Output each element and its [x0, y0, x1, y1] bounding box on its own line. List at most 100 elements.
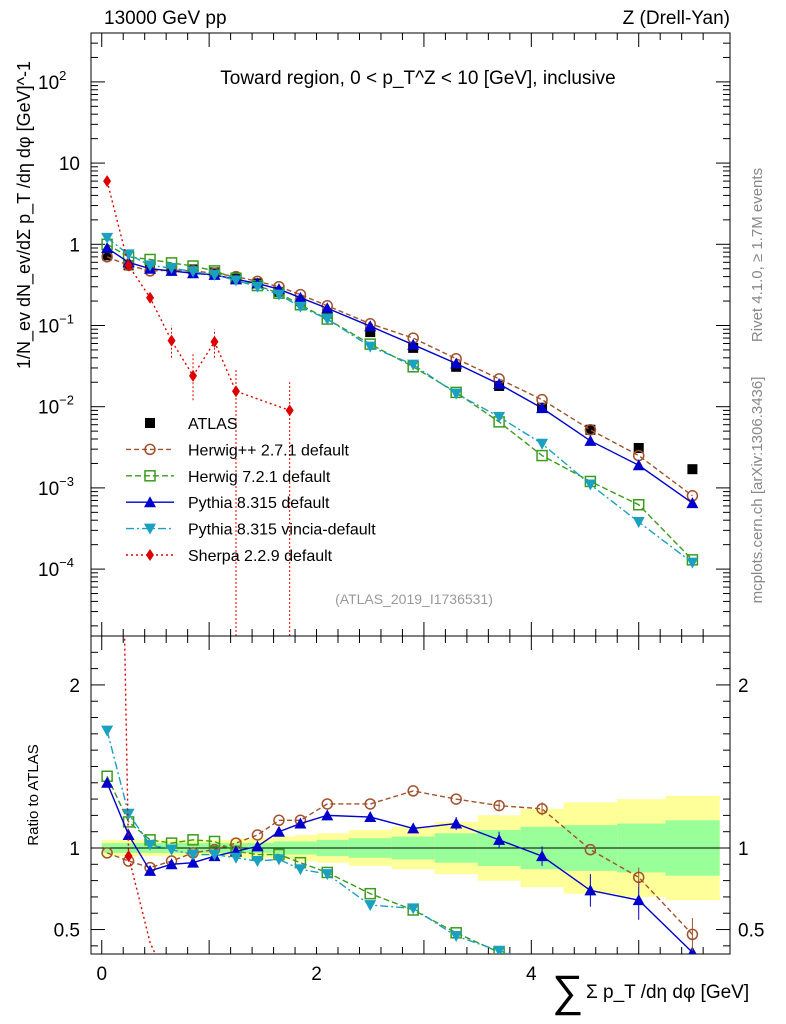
ratio-point-vincia	[450, 931, 463, 943]
main-ytick-label: 1	[69, 235, 80, 256]
ratio-point-vincia	[101, 725, 114, 737]
point-pythia	[321, 302, 334, 314]
point-herwig7	[536, 449, 548, 462]
ratio-point-vincia	[187, 849, 200, 861]
point-vincia	[208, 269, 221, 281]
point-vincia	[101, 232, 114, 244]
point-sherpa	[189, 369, 198, 382]
mcplots-label: mcplots.cern.ch [arXiv:1306.3436]	[749, 377, 766, 604]
ratio-point-herwigpp	[273, 814, 285, 827]
main-ytick-label: 10	[59, 154, 80, 175]
point-sherpa	[124, 259, 133, 272]
rivet-label: Rivet 4.1.0, ≥ 1.7M events	[749, 168, 766, 342]
point-vincia	[584, 479, 597, 491]
legend-label-herwigpp: Herwig++ 2.7.1 default	[188, 442, 350, 459]
point-vincia	[272, 289, 285, 301]
main-ytick-label: 10−4	[38, 555, 74, 581]
ratio-point-herwigpp	[407, 785, 419, 797]
series-sherpa	[103, 175, 294, 636]
series-atlas	[102, 250, 698, 475]
legend-label-sherpa: Sherpa 2.2.9 default	[188, 548, 333, 565]
watermark: (ATLAS_2019_I1736531)	[335, 591, 493, 607]
point-sherpa	[146, 291, 155, 304]
ratio-point-herwigpp	[364, 798, 376, 810]
ratio-point-sherpa	[124, 850, 133, 863]
ratio-line-herwig7	[106, 775, 506, 954]
ratio-point-herwig7	[208, 835, 221, 848]
x-axis-label: Σ p_T /dη dφ [GeV]	[586, 982, 749, 1003]
main-plot-title: Toward region, 0 < p_T^Z < 10 [GeV], inc…	[220, 68, 615, 89]
point-pythia	[686, 497, 699, 509]
main-ylabel: 1/N_ev dN_ev/dΣ p_T /dη dφ [GeV]^-1	[14, 61, 35, 369]
point-vincia	[122, 249, 135, 261]
ratio-point-herwigpp	[321, 798, 334, 810]
legend-label-herwig7: Herwig 7.2.1 default	[188, 469, 331, 486]
ratio-ytick-label-left: 0.5	[54, 921, 80, 942]
ratio-ticks: 0.5 0.5 1 1 2 2 0 2 4	[54, 636, 764, 985]
ratio-plot-frame	[90, 635, 731, 955]
point-pythia	[493, 378, 506, 390]
ratio-point-pythia	[364, 811, 377, 823]
legend-entry-pythia: Pythia 8.315 default	[126, 495, 330, 512]
ratio-point-herwigpp	[101, 847, 113, 859]
main-series	[101, 175, 699, 636]
header-right: Z (Drell-Yan)	[623, 8, 730, 29]
main-ytick-label: 10−1	[38, 311, 74, 337]
legend-marker-pythia	[144, 496, 156, 508]
ratio-point-vincia	[493, 945, 506, 954]
ratio-series-vincia	[101, 725, 515, 954]
series-vincia	[101, 232, 699, 569]
point-vincia	[144, 260, 157, 272]
ratio-point-pythia	[165, 858, 178, 870]
legend-marker-vincia	[144, 523, 156, 535]
ratio-point-pythia	[101, 776, 114, 788]
ratio-point-vincia	[364, 900, 377, 912]
point-sherpa	[167, 334, 176, 347]
ratio-xtick-label: 0	[96, 964, 107, 985]
point-sherpa	[103, 175, 112, 188]
legend-entry-herwig7: Herwig 7.2.1 default	[126, 469, 331, 486]
legend-label-atlas: ATLAS	[188, 416, 238, 433]
point-herwig7	[632, 499, 645, 511]
point-vincia	[187, 266, 200, 278]
ratio-point-vincia	[122, 808, 135, 820]
series-line-sherpa	[106, 180, 290, 412]
ratio-error-bars	[412, 800, 693, 951]
point-pythia	[584, 434, 597, 446]
ratio-point-vincia	[407, 903, 420, 915]
point-atlas	[585, 424, 596, 435]
point-atlas	[633, 442, 644, 453]
ratio-point-herwig7	[364, 887, 376, 900]
ratio-point-herwig7	[187, 834, 199, 846]
ratio-series-sherpa	[123, 636, 157, 954]
legend-marker-sherpa	[146, 549, 154, 561]
sum-symbol: ∑	[552, 967, 583, 1016]
legend-entry-sherpa: Sherpa 2.2.9 default	[126, 548, 333, 565]
point-pythia	[450, 357, 463, 369]
point-sherpa	[231, 385, 240, 398]
point-vincia	[536, 438, 549, 450]
point-pythia	[632, 459, 645, 471]
point-sherpa	[210, 335, 219, 348]
ratio-xtick-label: 4	[526, 964, 537, 985]
ratio-point-herwigpp	[493, 799, 505, 812]
point-vincia	[632, 517, 645, 529]
ratio-point-pythia	[321, 809, 334, 821]
point-atlas	[102, 250, 113, 261]
ratio-point-vincia	[272, 854, 285, 866]
point-vincia	[450, 388, 463, 400]
ratio-point-vincia	[165, 844, 178, 856]
ratio-point-vincia	[229, 852, 242, 864]
point-vincia	[364, 341, 377, 353]
ratio-point-pythia	[144, 864, 157, 876]
ratio-point-herwigpp	[584, 843, 597, 856]
legend: ATLAS Herwig++ 2.7.1 default Herwig 7.2.1 …	[126, 416, 376, 565]
ratio-point-vincia	[144, 839, 157, 851]
ratio-series	[101, 636, 699, 954]
point-pythia	[536, 402, 549, 414]
legend-entry-atlas: ATLAS	[145, 416, 238, 433]
point-atlas	[687, 464, 698, 475]
ratio-point-herwigpp	[251, 829, 264, 841]
ratio-point-pythia	[251, 840, 264, 852]
